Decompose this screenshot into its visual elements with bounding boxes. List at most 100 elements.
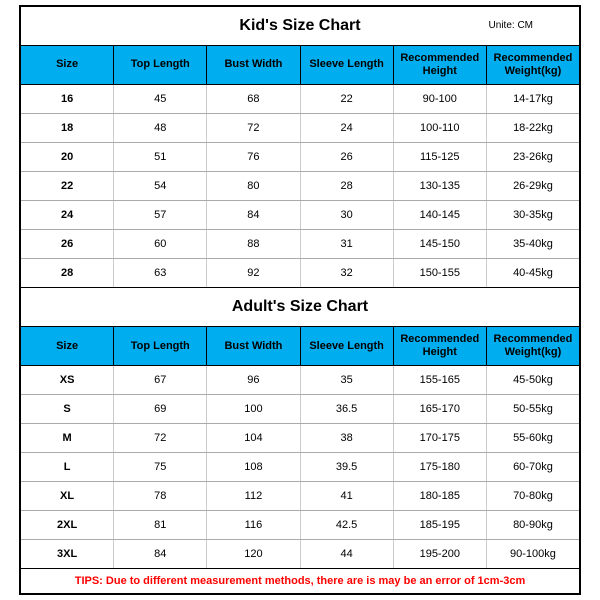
kids-title: Kid's Size Chart [239,17,360,35]
table-cell: 92 [207,259,300,287]
table-row: 2XL8111642.5185-19580-90kg [21,511,579,540]
table-cell: 63 [114,259,207,287]
table-cell: 26 [301,143,394,171]
table-cell: 150-155 [394,259,487,287]
table-cell: 45 [114,85,207,113]
table-cell: M [21,424,114,452]
table-cell: 175-180 [394,453,487,481]
table-row: S6910036.5165-17050-55kg [21,395,579,424]
table-cell: 67 [114,366,207,394]
table-cell: 145-150 [394,230,487,258]
table-cell: 60 [114,230,207,258]
table-cell: 100-110 [394,114,487,142]
table-cell: 72 [114,424,207,452]
table-row: 18487224100-11018-22kg [21,114,579,143]
table-row: 28639232150-15540-45kg [21,259,579,287]
table-cell: 48 [114,114,207,142]
table-cell: 30-35kg [487,201,579,229]
table-cell: 120 [207,540,300,568]
table-cell: 76 [207,143,300,171]
table-cell: 18-22kg [487,114,579,142]
table-cell: 22 [21,172,114,200]
table-cell: 195-200 [394,540,487,568]
table-cell: 80 [207,172,300,200]
col-sleeve-length: Sleeve Length [301,327,394,365]
col-bust-width: Bust Width [207,327,300,365]
table-cell: 42.5 [301,511,394,539]
table-cell: 24 [21,201,114,229]
col-rec-height: Recommended Height [394,327,487,365]
table-cell: 90-100kg [487,540,579,568]
table-cell: 104 [207,424,300,452]
table-cell: 28 [301,172,394,200]
table-cell: 55-60kg [487,424,579,452]
table-cell: 100 [207,395,300,423]
col-rec-weight: Recommended Weight(kg) [487,46,579,84]
adults-title-row: Adult's Size Chart [21,287,579,327]
table-row: M7210438170-17555-60kg [21,424,579,453]
table-cell: 84 [114,540,207,568]
table-cell: 38 [301,424,394,452]
adults-title: Adult's Size Chart [232,298,368,316]
col-top-length: Top Length [114,327,207,365]
col-sleeve-length: Sleeve Length [301,46,394,84]
adults-body: XS679635155-16545-50kgS6910036.5165-1705… [21,366,579,568]
table-cell: 35-40kg [487,230,579,258]
table-cell: 23-26kg [487,143,579,171]
table-cell: 31 [301,230,394,258]
table-cell: 39.5 [301,453,394,481]
table-cell: 28 [21,259,114,287]
table-cell: 26-29kg [487,172,579,200]
table-cell: 84 [207,201,300,229]
kids-body: 1645682290-10014-17kg18487224100-11018-2… [21,85,579,287]
unit-label: Unite: CM [489,20,533,31]
table-row: 22548028130-13526-29kg [21,172,579,201]
table-cell: 41 [301,482,394,510]
table-cell: 60-70kg [487,453,579,481]
table-row: 1645682290-10014-17kg [21,85,579,114]
table-cell: 51 [114,143,207,171]
table-cell: 170-175 [394,424,487,452]
col-rec-weight: Recommended Weight(kg) [487,327,579,365]
table-cell: 70-80kg [487,482,579,510]
table-cell: 26 [21,230,114,258]
table-row: XS679635155-16545-50kg [21,366,579,395]
table-row: 24578430140-14530-35kg [21,201,579,230]
kids-header-row: Size Top Length Bust Width Sleeve Length… [21,46,579,85]
table-row: 26608831145-15035-40kg [21,230,579,259]
table-cell: 3XL [21,540,114,568]
kids-title-row: Kid's Size Chart Unite: CM [21,7,579,46]
table-cell: 185-195 [394,511,487,539]
table-cell: 108 [207,453,300,481]
table-cell: 20 [21,143,114,171]
table-cell: 78 [114,482,207,510]
col-size: Size [21,327,114,365]
table-cell: 68 [207,85,300,113]
col-rec-height: Recommended Height [394,46,487,84]
col-bust-width: Bust Width [207,46,300,84]
table-cell: 36.5 [301,395,394,423]
table-cell: 130-135 [394,172,487,200]
table-cell: 88 [207,230,300,258]
table-cell: 115-125 [394,143,487,171]
table-cell: 50-55kg [487,395,579,423]
table-cell: 2XL [21,511,114,539]
table-cell: 35 [301,366,394,394]
table-cell: 116 [207,511,300,539]
table-cell: 16 [21,85,114,113]
table-cell: 81 [114,511,207,539]
table-row: XL7811241180-18570-80kg [21,482,579,511]
table-cell: 96 [207,366,300,394]
table-cell: 54 [114,172,207,200]
table-cell: 112 [207,482,300,510]
table-cell: 22 [301,85,394,113]
table-cell: 155-165 [394,366,487,394]
col-size: Size [21,46,114,84]
table-cell: 165-170 [394,395,487,423]
table-cell: 18 [21,114,114,142]
table-cell: 80-90kg [487,511,579,539]
table-cell: 30 [301,201,394,229]
table-cell: XL [21,482,114,510]
table-cell: L [21,453,114,481]
table-cell: XS [21,366,114,394]
